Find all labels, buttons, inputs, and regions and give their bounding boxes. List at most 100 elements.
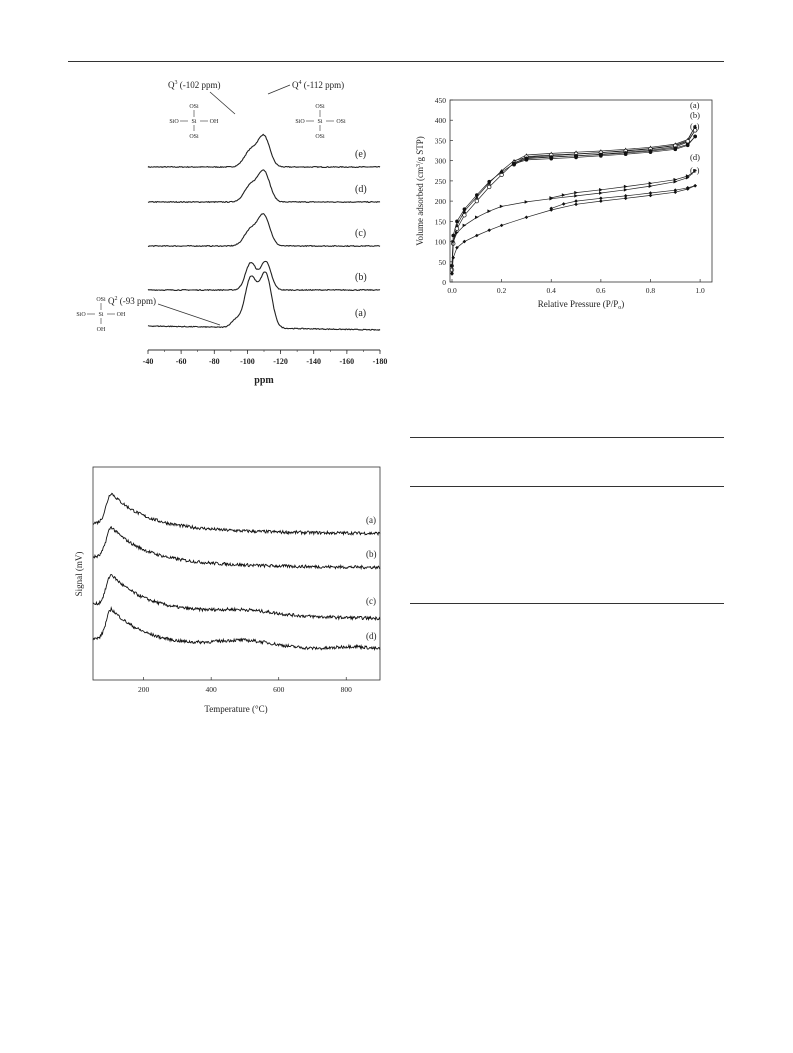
isotherm-series-label: (d) [690,152,700,162]
isotherm-marker [487,228,492,233]
nmr-tick-label: -80 [209,357,220,366]
isotherm-marker [462,239,467,244]
svg-text:OSi: OSi [315,134,325,140]
isotherm-marker [462,213,467,218]
isotherm-marker [693,134,697,139]
isotherm-marker [462,207,467,211]
isotherm-marker [623,194,628,198]
tpd-trace-3 [92,606,381,652]
isotherm-y-tick-label: 450 [435,96,447,105]
isotherm-y-tick-label: 50 [439,258,447,267]
isotherm-marker [685,174,690,178]
isotherm-marker [499,223,504,228]
isotherm-marker [455,219,459,224]
isotherm-marker [475,195,479,199]
isotherm-y-axis-label: Volume adsorbed (cm3/g STP) [415,136,425,246]
nmr-tick-label: -40 [143,357,154,366]
isotherm-series-label: (c) [690,121,700,131]
isotherm-marker [487,209,492,214]
isotherm-y-tick-label: 100 [435,238,447,247]
q3-annotation: Q3 (-102 ppm) [168,80,221,90]
nmr-trace-4 [147,271,381,331]
nmr-trace-1 [147,169,381,204]
nmr-tick-label: -120 [273,357,288,366]
nmr-tick-label: -180 [373,357,388,366]
nmr-tick-label: -100 [240,357,255,366]
isotherm-marker [450,272,454,276]
isotherm-adsorption-line [451,170,696,266]
isotherm-marker [561,202,566,206]
nmr-trace-2 [147,212,381,248]
isotherm-marker [673,188,678,192]
isotherm-y-tick-label: 0 [442,278,446,287]
tpd-ticks: 200 400 600 800 [138,677,352,694]
nmr-series-label: (e) [355,149,366,160]
svg-text:OH: OH [97,327,106,333]
isotherm-marker [574,190,578,195]
nmr-tick-label: -160 [340,357,355,366]
q4-annotation: Q4 (-112 ppm) [292,80,344,90]
isotherm-y-tick-label: 400 [435,116,447,125]
isotherm-marker [475,215,479,220]
isotherm-desorption-line [513,136,696,166]
isotherm-marker [462,223,467,228]
isotherm-marker [648,181,653,186]
isotherm-y-tick-label: 250 [435,177,447,186]
isotherm-x-tick-label: 0.6 [596,286,606,295]
svg-text:Si: Si [317,119,322,125]
table-header-rule [410,486,724,487]
isotherm-x-tick-label: 0.4 [547,286,557,295]
isotherm-marker [475,193,479,197]
svg-text:Si: Si [191,119,196,125]
nmr-spectra-figure: (e) (d) (c) (b) (a) -40 -60 -80 -100 -120 -140 -16… [76,80,388,386]
isotherm-marker [623,184,628,189]
isotherm-marker [561,193,566,197]
q2-annotation: Q2 (-93 ppm) [108,296,156,306]
tpd-x-tick-label: 200 [138,685,150,694]
tpd-figure: (a) (b) (c) (d) 200 400 600 800 Temperature (°… [74,466,381,714]
isotherm-marker [648,149,653,153]
isotherm-marker [549,155,554,159]
isotherm-y-tick-label: 200 [435,197,447,206]
tpd-trace-2 [92,574,381,622]
nmr-trace-0 [147,133,381,169]
isotherm-y-tick-label: 350 [435,136,447,145]
isotherm-marker [693,124,697,129]
q4-arrow [267,84,291,95]
isotherm-desorption-line [551,170,696,199]
isotherm-ticks: 0 50 100 150 200 250 300 350 400 450 0.0 0.2 0.4 0.6 0… [435,96,705,295]
isotherm-marker [455,245,459,250]
isotherm-marker [599,152,603,157]
svg-text:SiO: SiO [76,312,86,318]
isotherm-marker [648,191,653,195]
svg-text:OH: OH [117,312,126,318]
nmr-traces [147,133,381,331]
isotherm-marker [455,223,459,228]
nmr-tick-label: -60 [176,357,187,366]
nmr-series-label: (d) [355,184,367,195]
tpd-plot-frame [92,466,381,681]
isotherm-marker [574,154,578,158]
isotherm-marker [599,196,603,201]
tpd-series-label: (c) [366,596,376,606]
isotherm-marker [599,187,603,192]
isotherm-x-tick-label: 1.0 [695,286,705,295]
isotherm-marker [499,170,504,174]
isotherm-marker [685,142,690,147]
isotherm-series-0 [450,124,697,274]
isotherm-marker [673,146,678,150]
isotherm-marker [524,156,529,161]
isotherm-series-3 [450,168,697,268]
isotherm-marker [693,168,697,173]
isotherm-marker [487,179,492,184]
tpd-trace-0 [92,492,381,537]
nmr-tick-label: -140 [306,357,321,366]
svg-text:SiO: SiO [169,119,179,125]
tpd-trace-1 [93,525,381,571]
tpd-x-tick-label: 800 [341,685,353,694]
isotherm-marker [574,194,578,198]
isotherm-marker [673,177,678,182]
isotherm-marker [451,255,456,260]
isotherm-marker [685,185,690,190]
q3-structure: OSi SiO Si OH OSi [169,104,219,140]
